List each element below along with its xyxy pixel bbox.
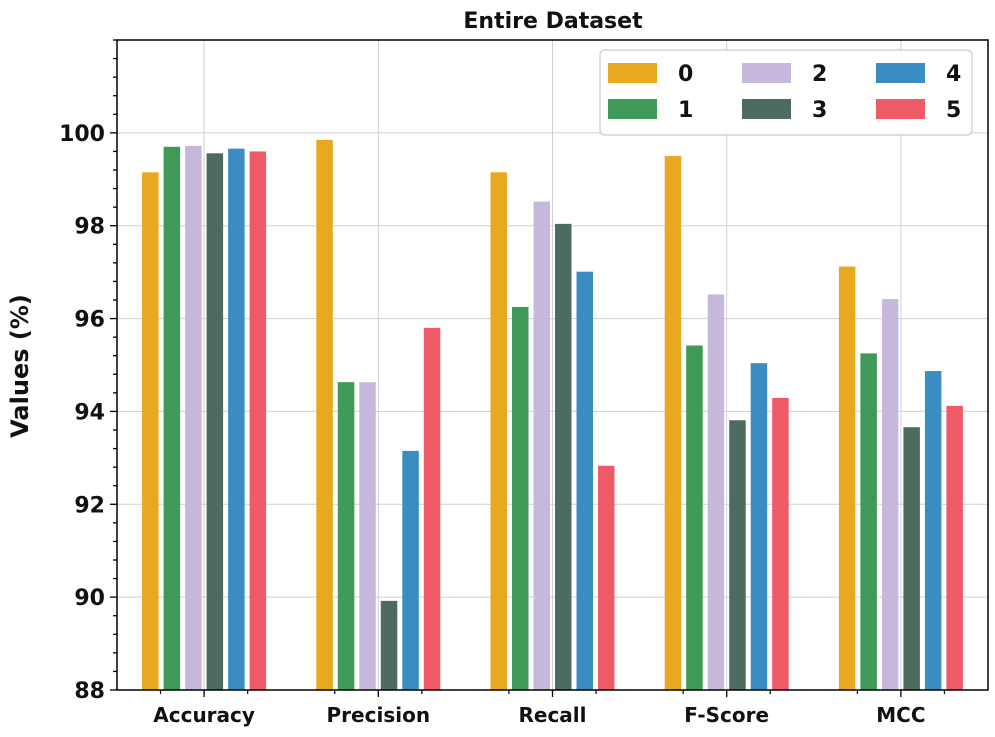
bar-series-0-precision xyxy=(316,139,333,691)
bar-series-1-accuracy xyxy=(163,146,181,691)
bar-series-4-f-score xyxy=(750,363,768,690)
y-tick-label: 90 xyxy=(74,586,105,611)
bar-series-2-mcc xyxy=(881,299,899,690)
bar-series-4-mcc xyxy=(924,371,942,690)
x-tick-label: F-Score xyxy=(684,703,769,727)
axes: 88 90 92 94 96 98 100 Accuracy Precision Recall F-… xyxy=(59,39,989,727)
y-tick-label: 92 xyxy=(74,493,105,518)
legend-swatch-3 xyxy=(742,99,791,119)
legend-label-3: 3 xyxy=(812,98,827,123)
y-tick-label: 94 xyxy=(74,400,105,425)
bar-series-3-precision xyxy=(380,600,398,690)
bar-series-4-accuracy xyxy=(228,148,245,691)
y-tick-label: 88 xyxy=(74,679,105,704)
legend-label-1: 1 xyxy=(678,98,693,123)
y-axis-label: Values (%) xyxy=(6,294,34,438)
legend-label-2: 2 xyxy=(812,62,827,87)
y-tick-label: 100 xyxy=(59,122,105,147)
legend-swatch-4 xyxy=(876,63,925,83)
gridlines xyxy=(117,40,988,691)
legend: 0 1 2 3 4 5 xyxy=(599,49,973,136)
bar-series-5-precision xyxy=(423,327,441,690)
bars xyxy=(142,139,963,691)
bar-series-4-recall xyxy=(576,271,593,690)
x-tick-label: MCC xyxy=(876,703,925,727)
legend-label-5: 5 xyxy=(946,98,961,123)
bar-series-1-precision xyxy=(337,382,355,690)
bar-series-0-mcc xyxy=(838,266,856,690)
bar-series-1-mcc xyxy=(860,353,877,690)
bar-series-2-f-score xyxy=(707,294,725,690)
x-tick-label: Precision xyxy=(327,703,431,727)
bar-series-3-recall xyxy=(555,223,572,690)
bar-series-5-mcc xyxy=(946,405,963,690)
bar-series-2-recall xyxy=(533,201,550,691)
y-tick-label: 96 xyxy=(74,308,105,333)
bar-series-1-f-score xyxy=(686,345,703,690)
bar-series-1-recall xyxy=(512,306,529,690)
bar-series-0-accuracy xyxy=(142,172,159,691)
legend-box xyxy=(599,49,973,136)
bar-series-2-accuracy xyxy=(185,145,202,690)
bar-series-5-accuracy xyxy=(249,151,267,690)
bar-series-5-f-score xyxy=(772,397,789,690)
bar-series-3-accuracy xyxy=(206,153,224,691)
bar-series-0-recall xyxy=(490,172,507,691)
bar-series-3-f-score xyxy=(729,420,746,690)
legend-swatch-1 xyxy=(608,99,657,119)
legend-label-0: 0 xyxy=(678,62,693,87)
legend-label-4: 4 xyxy=(946,62,961,87)
y-tick-label: 98 xyxy=(74,215,105,240)
bar-series-2-precision xyxy=(359,382,376,690)
bar-series-3-mcc xyxy=(903,427,920,690)
legend-swatch-0 xyxy=(608,63,657,83)
bar-series-5-recall xyxy=(598,465,615,690)
x-tick-label: Accuracy xyxy=(153,703,255,727)
chart-title: Entire Dataset xyxy=(463,9,643,34)
legend-swatch-2 xyxy=(742,63,791,83)
bar-series-4-precision xyxy=(402,450,419,690)
x-tick-label: Recall xyxy=(518,703,586,727)
bar-series-0-f-score xyxy=(664,156,682,691)
legend-swatch-5 xyxy=(876,99,925,119)
